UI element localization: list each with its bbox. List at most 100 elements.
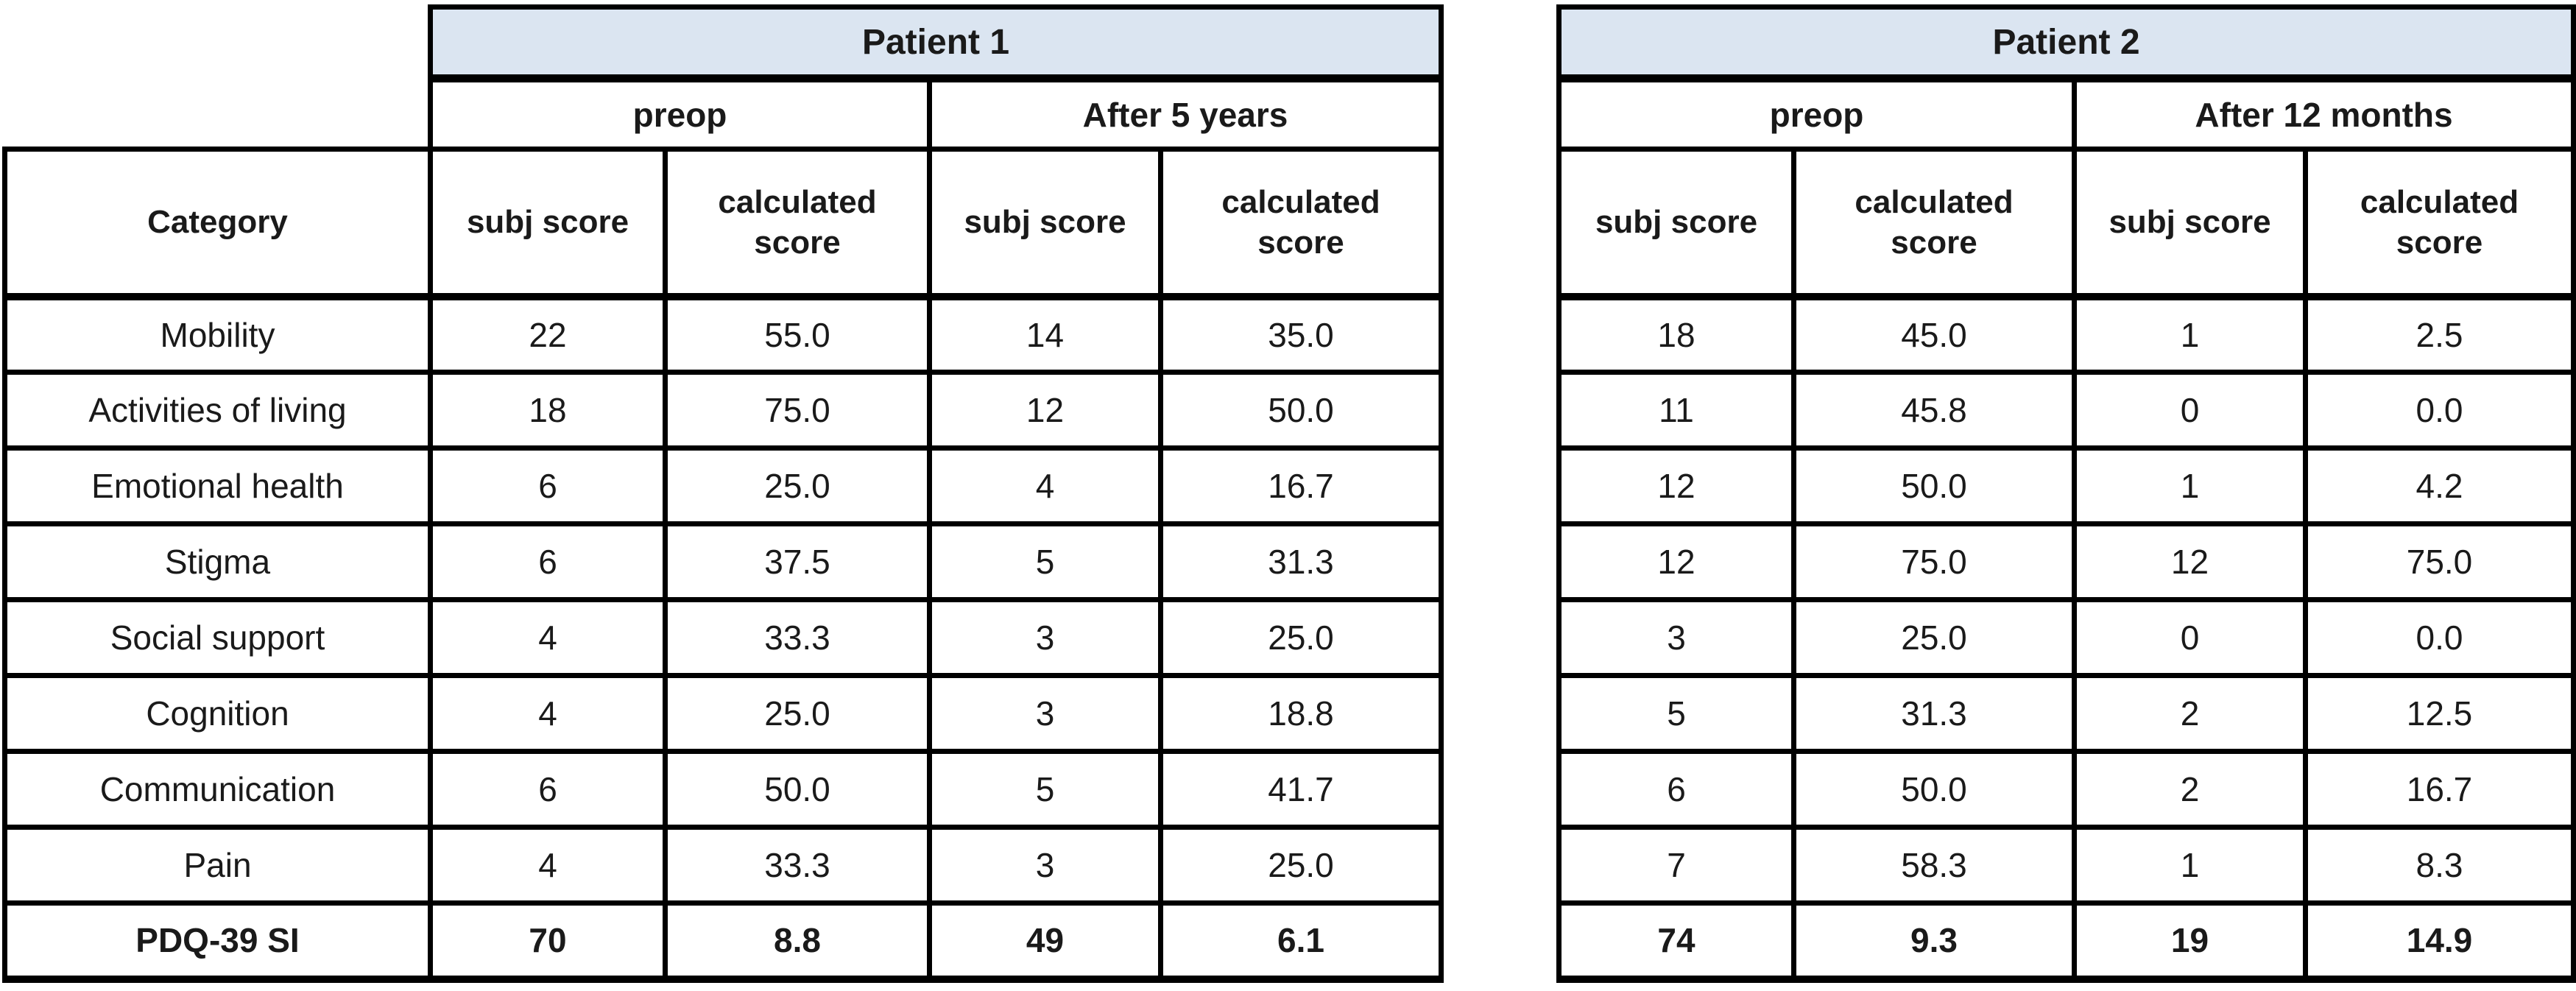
value-cell: 12 xyxy=(1556,445,1796,526)
table-row: 6 50.0 2 16.7 xyxy=(1556,749,2576,830)
value-cell: 1 xyxy=(2072,825,2308,906)
value-cell: 22 xyxy=(428,294,668,375)
total-value-cell: 19 xyxy=(2072,900,2308,983)
table-row: subj score calculated score subj score c… xyxy=(1556,147,2576,300)
value-cell: 50.0 xyxy=(1791,445,2077,526)
value-cell: 12 xyxy=(2072,521,2308,602)
table-row: preop After 5 years xyxy=(5,76,1444,152)
calculated-score-header-cell: calculated score xyxy=(663,147,932,300)
calculated-score-header-cell: calculated score xyxy=(2303,147,2576,300)
value-cell: 35.0 xyxy=(1158,294,1444,375)
value-cell: 31.3 xyxy=(1791,673,2077,754)
value-cell: 50.0 xyxy=(1158,370,1444,451)
value-cell: 45.8 xyxy=(1791,370,2077,451)
table-row: Stigma 6 37.5 5 31.3 xyxy=(2,521,1444,602)
value-cell: 3 xyxy=(927,825,1163,906)
period-header-cell: preop xyxy=(1556,76,2077,152)
value-cell: 31.3 xyxy=(1158,521,1444,602)
value-cell: 25.0 xyxy=(663,445,932,526)
value-cell: 58.3 xyxy=(1791,825,2077,906)
value-cell: 4 xyxy=(428,825,668,906)
value-cell: 6 xyxy=(428,749,668,830)
table-row: 12 75.0 12 75.0 xyxy=(1556,521,2576,602)
value-cell: 75.0 xyxy=(1791,521,2077,602)
value-cell: 1 xyxy=(2072,445,2308,526)
period-header-cell: preop xyxy=(428,76,932,152)
value-cell: 41.7 xyxy=(1158,749,1444,830)
table-row: Activities of living 18 75.0 12 50.0 xyxy=(2,370,1444,451)
category-cell: Cognition xyxy=(2,673,433,754)
value-cell: 12 xyxy=(1556,521,1796,602)
value-cell: 37.5 xyxy=(663,521,932,602)
value-cell: 25.0 xyxy=(663,673,932,754)
value-cell: 25.0 xyxy=(1791,597,2077,678)
total-row: PDQ-39 SI 70 8.8 49 6.1 xyxy=(2,900,1444,983)
value-cell: 25.0 xyxy=(1158,597,1444,678)
subj-score-header-cell: subj score xyxy=(428,147,668,300)
value-cell: 4 xyxy=(428,673,668,754)
value-cell: 11 xyxy=(1556,370,1796,451)
total-row: 74 9.3 19 14.9 xyxy=(1556,900,2576,983)
value-cell: 3 xyxy=(1556,597,1796,678)
total-value-cell: 6.1 xyxy=(1158,900,1444,983)
value-cell: 4.2 xyxy=(2303,445,2576,526)
value-cell: 33.3 xyxy=(663,597,932,678)
table-row: Cognition 4 25.0 3 18.8 xyxy=(2,673,1444,754)
table-row: 5 31.3 2 12.5 xyxy=(1556,673,2576,754)
value-cell: 12 xyxy=(927,370,1163,451)
total-value-cell: 9.3 xyxy=(1791,900,2077,983)
patient2-title-cell: Patient 2 xyxy=(1556,4,2576,82)
category-cell: Communication xyxy=(2,749,433,830)
table-row: 7 58.3 1 8.3 xyxy=(1556,825,2576,906)
value-cell: 18 xyxy=(428,370,668,451)
table-row: Patient 1 xyxy=(5,4,1444,82)
category-cell: Stigma xyxy=(2,521,433,602)
patient1-title-cell: Patient 1 xyxy=(428,4,1444,82)
value-cell: 2.5 xyxy=(2303,294,2576,375)
category-cell: Social support xyxy=(2,597,433,678)
total-value-cell: 14.9 xyxy=(2303,900,2576,983)
value-cell: 4 xyxy=(428,597,668,678)
value-cell: 3 xyxy=(927,597,1163,678)
table-row: Patient 2 xyxy=(1556,4,2576,82)
table-row: preop After 12 months xyxy=(1556,76,2576,152)
table-row: 3 25.0 0 0.0 xyxy=(1556,597,2576,678)
value-cell: 0 xyxy=(2072,597,2308,678)
calculated-score-header-cell: calculated score xyxy=(1791,147,2077,300)
value-cell: 18 xyxy=(1556,294,1796,375)
value-cell: 0 xyxy=(2072,370,2308,451)
value-cell: 50.0 xyxy=(663,749,932,830)
category-cell: Emotional health xyxy=(2,445,433,526)
value-cell: 14 xyxy=(927,294,1163,375)
value-cell: 6 xyxy=(428,445,668,526)
period-header-cell: After 12 months xyxy=(2072,76,2576,152)
value-cell: 50.0 xyxy=(1791,749,2077,830)
total-label-cell: PDQ-39 SI xyxy=(2,900,433,983)
table-row: Emotional health 6 25.0 4 16.7 xyxy=(2,445,1444,526)
value-cell: 45.0 xyxy=(1791,294,2077,375)
table-row: Mobility 22 55.0 14 35.0 xyxy=(2,294,1444,375)
subj-score-header-cell: subj score xyxy=(927,147,1163,300)
period-header-cell: After 5 years xyxy=(927,76,1444,152)
value-cell: 4 xyxy=(927,445,1163,526)
value-cell: 16.7 xyxy=(2303,749,2576,830)
table-row: 11 45.8 0 0.0 xyxy=(1556,370,2576,451)
value-cell: 55.0 xyxy=(663,294,932,375)
value-cell: 6 xyxy=(428,521,668,602)
value-cell: 33.3 xyxy=(663,825,932,906)
table-row: 12 50.0 1 4.2 xyxy=(1556,445,2576,526)
total-value-cell: 70 xyxy=(428,900,668,983)
value-cell: 7 xyxy=(1556,825,1796,906)
category-header-cell: Category xyxy=(2,147,433,300)
patient1-table: Patient 1 preop After 5 years Category s… xyxy=(2,4,1444,983)
table-row: Social support 4 33.3 3 25.0 xyxy=(2,597,1444,678)
total-value-cell: 74 xyxy=(1556,900,1796,983)
table-row: 18 45.0 1 2.5 xyxy=(1556,294,2576,375)
value-cell: 5 xyxy=(927,521,1163,602)
value-cell: 0.0 xyxy=(2303,597,2576,678)
category-cell: Activities of living xyxy=(2,370,433,451)
value-cell: 5 xyxy=(927,749,1163,830)
value-cell: 2 xyxy=(2072,749,2308,830)
value-cell: 2 xyxy=(2072,673,2308,754)
total-value-cell: 49 xyxy=(927,900,1163,983)
